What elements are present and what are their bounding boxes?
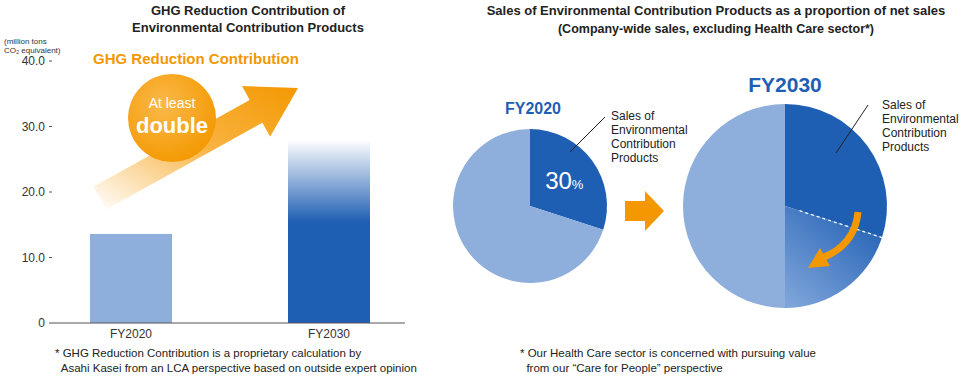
divider (800, 211, 882, 238)
y-tick-label: 30.0 (22, 120, 46, 134)
pie-title: FY2030 (748, 73, 822, 96)
text-line: * Our Health Care sector is concerned wi… (520, 347, 816, 359)
bar (90, 234, 172, 323)
badge (128, 74, 216, 162)
text-line: GHG Reduction Contribution of (151, 3, 346, 18)
x-tick-label: FY2030 (308, 327, 350, 341)
pie-title: FY2020 (505, 100, 561, 117)
text-line: Environmental Contribution Products (132, 20, 364, 35)
text-line: Contribution (882, 126, 947, 140)
y-axis-label: (million tonsCO₂ equivalent) (4, 37, 61, 55)
bar (288, 140, 370, 323)
text-part: % (572, 177, 584, 192)
pie-slice (785, 206, 882, 308)
leader-line (836, 105, 868, 153)
growth-arrow (822, 212, 858, 258)
bars (90, 140, 370, 323)
y-tick-label: 20.0 (22, 185, 46, 199)
chart-title: GHG Reduction Contribution of Environment… (132, 3, 364, 35)
footnote: * Our Health Care sector is concerned wi… (520, 347, 816, 374)
growth-arrow-head (808, 248, 830, 268)
pie (453, 129, 607, 283)
text-line: (Company-wide sales, excluding Health Ca… (558, 22, 874, 36)
text-part: 30 (545, 167, 572, 194)
x-tick-label: FY2020 (110, 327, 152, 341)
text-line: Sales of Environmental Contribution Prod… (487, 3, 946, 18)
text-line: Environmental (882, 112, 959, 126)
y-tick (49, 192, 52, 193)
y-tick-label: 40.0 (22, 54, 46, 68)
y-tick (49, 257, 52, 258)
badge-text: At least (149, 95, 196, 111)
pie-slice (683, 104, 785, 308)
text-line: (million tons (4, 37, 47, 46)
badge-text: double (136, 113, 208, 138)
text-line: Products (611, 151, 658, 165)
slice-label: Sales ofEnvironmentalContributionProduct… (882, 98, 959, 154)
text-line: Sales of (611, 109, 655, 123)
slice-label: Sales ofEnvironmentalContributionProduct… (611, 109, 688, 165)
text-line: Contribution (611, 137, 676, 151)
data-label: 30% (545, 167, 584, 194)
y-tick (49, 126, 52, 127)
footnote: * GHG Reduction Contribution is a propri… (55, 347, 417, 374)
annotation: GHG Reduction Contribution (93, 50, 299, 67)
text-line: Environmental (611, 123, 688, 137)
text-line: * GHG Reduction Contribution is a propri… (55, 347, 361, 359)
x-axis (52, 323, 405, 324)
pie (683, 104, 887, 308)
transition-arrow (625, 191, 664, 231)
text-line: from our “Care for People” perspective (520, 362, 723, 374)
text-line: Sales of (882, 98, 926, 112)
y-tick (49, 323, 52, 324)
pie-slice (453, 129, 603, 283)
y-tick-label: 0 (38, 316, 45, 330)
leader-line (570, 117, 605, 152)
y-tick (49, 61, 52, 62)
text-line: Asahi Kasei from an LCA perspective base… (55, 362, 417, 374)
chart-title: Sales of Environmental Contribution Prod… (487, 3, 946, 18)
text-line: Products (882, 140, 929, 154)
y-tick-label: 10.0 (22, 251, 46, 265)
chart-root: GHG Reduction Contribution of Environment… (0, 0, 969, 378)
chart-subtitle: (Company-wide sales, excluding Health Ca… (558, 22, 874, 36)
